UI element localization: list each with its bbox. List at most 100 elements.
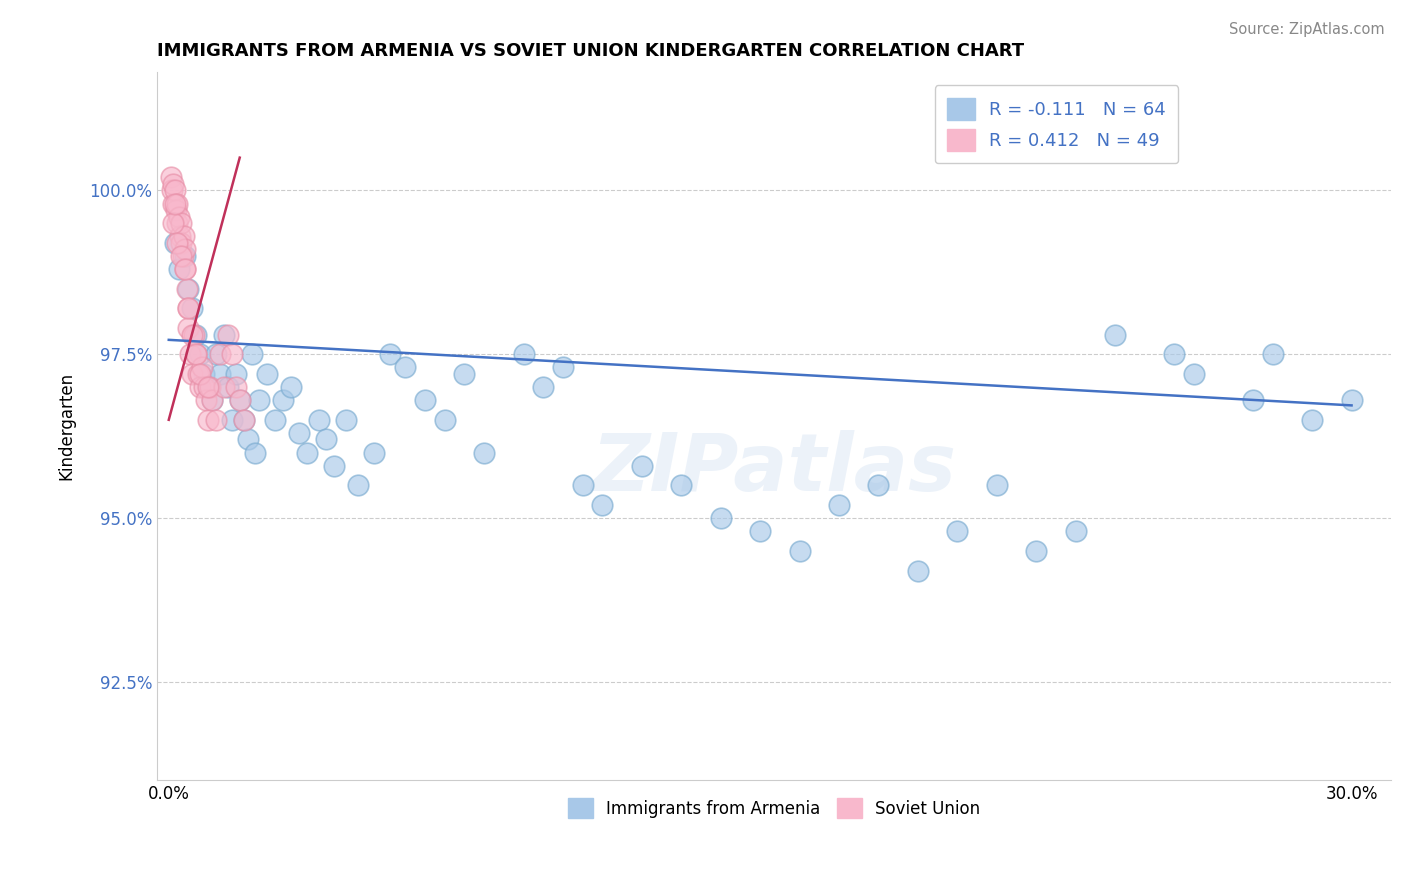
Text: Source: ZipAtlas.com: Source: ZipAtlas.com [1229, 22, 1385, 37]
Point [181, 367, 204, 381]
Text: ZIPatlas: ZIPatlas [592, 430, 956, 508]
Point [1301, 413, 1323, 427]
Point [363, 445, 385, 459]
Point [828, 498, 851, 512]
Point [631, 458, 654, 473]
Point [1104, 327, 1126, 342]
Point [162, 196, 184, 211]
Point [217, 380, 239, 394]
Point [181, 301, 204, 316]
Point [453, 367, 475, 381]
Point [177, 321, 200, 335]
Point [295, 445, 318, 459]
Point [225, 367, 247, 381]
Point [177, 282, 200, 296]
Point [163, 235, 186, 250]
Point [1064, 524, 1087, 539]
Point [177, 301, 200, 316]
Point [162, 216, 184, 230]
Point [186, 327, 208, 342]
Point [195, 393, 218, 408]
Point [1340, 393, 1362, 408]
Point [167, 210, 190, 224]
Point [160, 183, 183, 197]
Text: IMMIGRANTS FROM ARMENIA VS SOVIET UNION KINDERGARTEN CORRELATION CHART: IMMIGRANTS FROM ARMENIA VS SOVIET UNION … [157, 42, 1024, 60]
Point [208, 367, 231, 381]
Point [208, 347, 231, 361]
Point [163, 183, 186, 197]
Point [394, 360, 416, 375]
Point [256, 367, 278, 381]
Point [181, 327, 204, 342]
Point [173, 262, 195, 277]
Point [413, 393, 436, 408]
Point [249, 393, 271, 408]
Point [378, 347, 401, 361]
Point [193, 367, 215, 381]
Point [868, 478, 890, 492]
Point [1025, 544, 1047, 558]
Point [335, 413, 357, 427]
Point [170, 235, 193, 250]
Point [159, 170, 181, 185]
Point [173, 249, 195, 263]
Point [347, 478, 370, 492]
Point [907, 564, 929, 578]
Point [710, 511, 733, 525]
Point [789, 544, 811, 558]
Point [169, 229, 191, 244]
Point [225, 380, 247, 394]
Point [186, 347, 208, 361]
Point [166, 196, 188, 211]
Point [186, 347, 208, 361]
Point [1241, 393, 1264, 408]
Point [472, 445, 495, 459]
Point [169, 216, 191, 230]
Point [240, 347, 263, 361]
Point [229, 393, 252, 408]
Point [749, 524, 772, 539]
Point [187, 367, 209, 381]
Point [229, 393, 252, 408]
Point [217, 327, 239, 342]
Point [221, 413, 243, 427]
Point [179, 347, 201, 361]
Point [245, 445, 267, 459]
Point [236, 433, 259, 447]
Point [288, 425, 311, 440]
Legend: Immigrants from Armenia, Soviet Union: Immigrants from Armenia, Soviet Union [561, 791, 987, 825]
Point [167, 262, 190, 277]
Point [221, 347, 243, 361]
Point [280, 380, 302, 394]
Point [163, 196, 186, 211]
Point [512, 347, 534, 361]
Point [323, 458, 346, 473]
Point [198, 380, 221, 394]
Point [174, 262, 197, 277]
Point [169, 249, 191, 263]
Point [188, 367, 211, 381]
Point [205, 413, 228, 427]
Point [176, 301, 198, 316]
Point [162, 177, 184, 191]
Point [212, 327, 235, 342]
Point [232, 413, 254, 427]
Point [166, 235, 188, 250]
Point [205, 347, 228, 361]
Point [986, 478, 1008, 492]
Point [197, 380, 219, 394]
Point [172, 249, 194, 263]
Point [166, 216, 188, 230]
Point [212, 380, 235, 394]
Point [188, 347, 211, 361]
Point [1182, 367, 1205, 381]
Point [183, 327, 205, 342]
Point [315, 433, 337, 447]
Point [671, 478, 693, 492]
Point [173, 243, 195, 257]
Point [165, 203, 187, 218]
Point [197, 413, 219, 427]
Point [201, 393, 224, 408]
Point [551, 360, 574, 375]
Point [946, 524, 969, 539]
